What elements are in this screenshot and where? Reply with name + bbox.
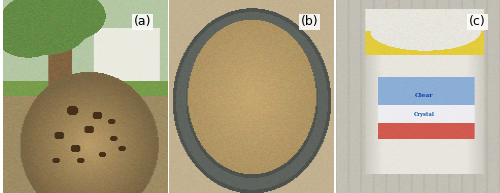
Text: (a): (a) [134, 15, 152, 28]
Text: Clear: Clear [415, 93, 434, 98]
Text: Crystal: Crystal [414, 112, 434, 117]
Text: (c): (c) [469, 15, 486, 28]
Text: (b): (b) [300, 15, 318, 28]
